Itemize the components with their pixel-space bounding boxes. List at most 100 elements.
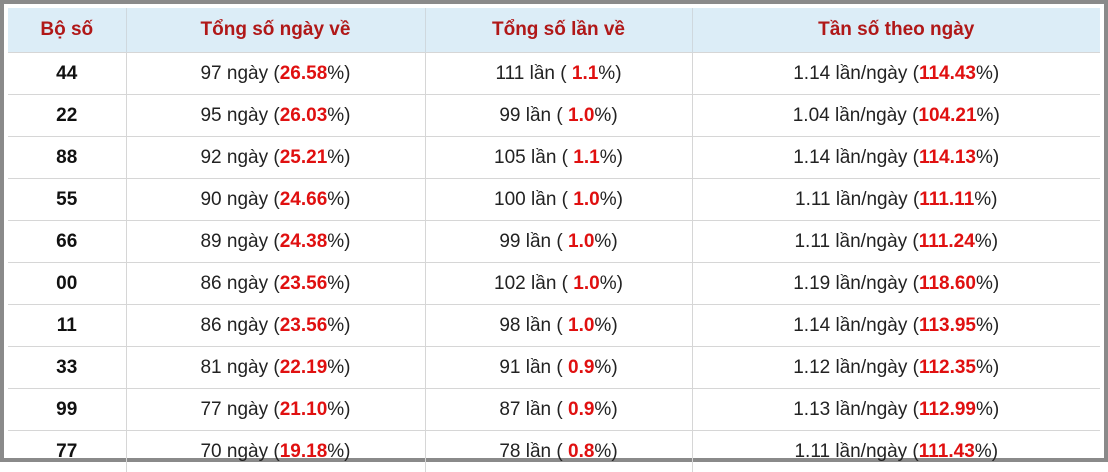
highlight-value: 21.10 <box>280 399 328 420</box>
highlight-value: 23.56 <box>280 273 328 294</box>
cell-text: %) <box>327 189 350 210</box>
cell-text: 1.14 lần/ngày ( <box>793 63 919 84</box>
table-cell: 90 ngày (24.66%) <box>126 179 425 221</box>
key-cell: 55 <box>8 179 126 221</box>
table-cell: 1.11 lần/ngày (111.43%) <box>692 431 1100 472</box>
cell-text: 97 ngày ( <box>200 63 279 84</box>
cell-text: %) <box>594 315 617 336</box>
highlight-value: 112.35 <box>919 357 976 378</box>
cell-text: %) <box>594 441 617 462</box>
table-cell: 78 lần ( 0.8%) <box>425 431 692 472</box>
cell-text: 86 ngày ( <box>200 315 279 336</box>
highlight-value: 1.0 <box>573 273 599 294</box>
key-cell: 99 <box>8 389 126 431</box>
highlight-value: 1.0 <box>573 189 599 210</box>
cell-text: %) <box>976 315 999 336</box>
cell-text: 102 lần ( <box>494 273 573 294</box>
cell-text: %) <box>327 441 350 462</box>
cell-text: %) <box>327 231 350 252</box>
cell-text: 111 lần ( <box>495 63 571 84</box>
highlight-value: 1.0 <box>568 105 594 126</box>
key-cell: 66 <box>8 221 126 263</box>
highlight-value: 0.9 <box>568 399 594 420</box>
key-cell: 33 <box>8 347 126 389</box>
highlight-value: 104.21 <box>918 105 976 126</box>
table-cell: 70 ngày (19.18%) <box>126 431 425 472</box>
highlight-value: 19.18 <box>280 441 328 462</box>
cell-text: %) <box>976 357 999 378</box>
highlight-value: 118.60 <box>919 273 976 294</box>
table-cell: 95 ngày (26.03%) <box>126 95 425 137</box>
cell-text: 78 lần ( <box>499 441 568 462</box>
table-cell: 1.14 lần/ngày (114.13%) <box>692 137 1100 179</box>
highlight-value: 0.8 <box>568 441 594 462</box>
cell-text: 1.14 lần/ngày ( <box>793 147 919 168</box>
header-cell: Tần số theo ngày <box>692 8 1100 53</box>
header-cell: Bộ số <box>8 8 126 53</box>
cell-text: 99 lần ( <box>499 105 568 126</box>
highlight-value: 24.66 <box>280 189 328 210</box>
highlight-value: 113.95 <box>919 315 976 336</box>
cell-text: 91 lần ( <box>499 357 568 378</box>
table-cell: 97 ngày (26.58%) <box>126 53 425 95</box>
cell-text: 1.19 lần/ngày ( <box>793 273 919 294</box>
table-cell: 86 ngày (23.56%) <box>126 263 425 305</box>
table-cell: 102 lần ( 1.0%) <box>425 263 692 305</box>
cell-text: 77 ngày ( <box>200 399 279 420</box>
cell-text: %) <box>975 231 998 252</box>
cell-text: %) <box>327 147 350 168</box>
table-cell: 99 lần ( 1.0%) <box>425 221 692 263</box>
table-cell: 81 ngày (22.19%) <box>126 347 425 389</box>
highlight-value: 111.11 <box>919 189 974 210</box>
key-cell: 11 <box>8 305 126 347</box>
cell-text: %) <box>327 105 350 126</box>
table-cell: 1.14 lần/ngày (114.43%) <box>692 53 1100 95</box>
table-cell: 105 lần ( 1.1%) <box>425 137 692 179</box>
cell-text: 1.04 lần/ngày ( <box>793 105 919 126</box>
cell-text: %) <box>600 273 623 294</box>
table-cell: 99 lần ( 1.0%) <box>425 95 692 137</box>
cell-text: %) <box>327 399 350 420</box>
cell-text: 98 lần ( <box>499 315 568 336</box>
cell-text: 89 ngày ( <box>200 231 279 252</box>
highlight-value: 1.0 <box>568 231 594 252</box>
cell-text: %) <box>594 105 617 126</box>
cell-text: %) <box>600 147 623 168</box>
table-cell: 87 lần ( 0.9%) <box>425 389 692 431</box>
highlight-value: 1.1 <box>573 147 599 168</box>
cell-text: 70 ngày ( <box>200 441 279 462</box>
table-cell: 91 lần ( 0.9%) <box>425 347 692 389</box>
cell-text: 87 lần ( <box>499 399 568 420</box>
table-cell: 1.11 lần/ngày (111.11%) <box>692 179 1100 221</box>
highlight-value: 22.19 <box>280 357 328 378</box>
table-cell: 100 lần ( 1.0%) <box>425 179 692 221</box>
cell-text: %) <box>327 357 350 378</box>
cell-text: 105 lần ( <box>494 147 573 168</box>
highlight-value: 25.21 <box>280 147 328 168</box>
table-cell: 98 lần ( 1.0%) <box>425 305 692 347</box>
highlight-value: 114.43 <box>919 63 976 84</box>
table-cell: 1.13 lần/ngày (112.99%) <box>692 389 1100 431</box>
table-cell: 89 ngày (24.38%) <box>126 221 425 263</box>
header-cell: Tổng số lần về <box>425 8 692 53</box>
header-cell: Tổng số ngày về <box>126 8 425 53</box>
cell-text: %) <box>594 231 617 252</box>
cell-text: %) <box>327 315 350 336</box>
cell-text: %) <box>594 399 617 420</box>
highlight-value: 23.56 <box>280 315 328 336</box>
cell-text: %) <box>976 273 999 294</box>
cell-text: 1.11 lần/ngày ( <box>794 441 918 462</box>
table-cell: 1.11 lần/ngày (111.24%) <box>692 221 1100 263</box>
cell-text: %) <box>976 63 999 84</box>
cell-text: 1.11 lần/ngày ( <box>794 231 918 252</box>
cell-text: 1.14 lần/ngày ( <box>793 315 919 336</box>
table-cell: 1.12 lần/ngày (112.35%) <box>692 347 1100 389</box>
